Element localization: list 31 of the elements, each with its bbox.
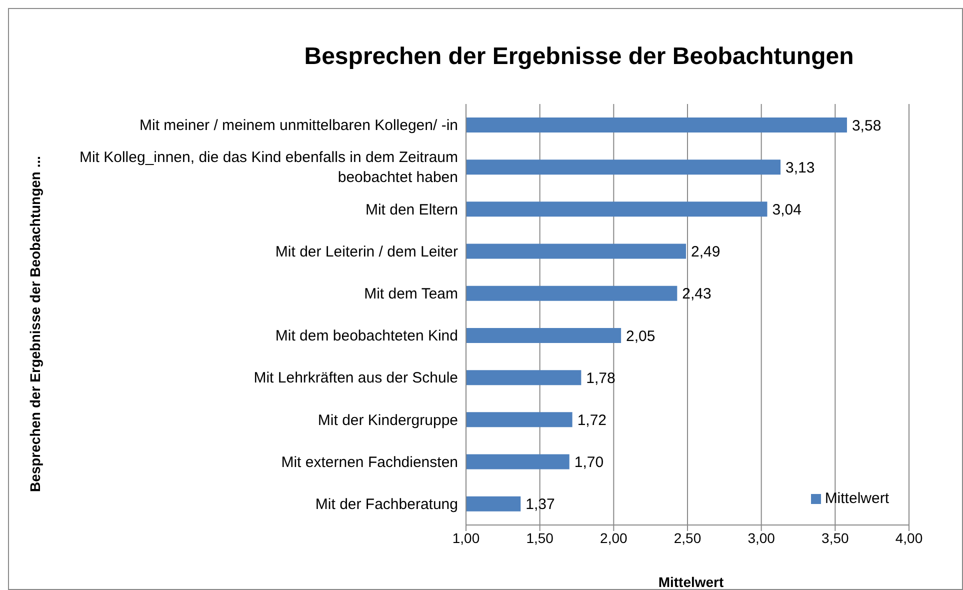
y-tick-label: Mit der Fachberatung <box>315 495 458 512</box>
y-tick-label: Mit der Leiterin / dem Leiter <box>275 242 458 260</box>
y-tick-label: Mit meiner / meinem unmittelbaren Kollegen/ -in <box>140 116 458 134</box>
data-label: 2,49 <box>691 244 720 261</box>
x-tick-label: 2,50 <box>674 530 702 546</box>
y-tick-label: Mit dem beobachteten Kind <box>275 327 458 344</box>
y-tick-label: Mit dem Team <box>364 284 458 302</box>
data-label: 3,58 <box>852 117 882 134</box>
y-tick-label: Mit externen Fachdiensten <box>281 453 458 470</box>
y-tick-label: Mit Kolleg_innen, die das Kind ebenfalls in dem Zeitraum beobachtet haben <box>79 148 458 186</box>
y-axis-title: Besprechen der Ergebnisse der Beobachtungen ... <box>27 156 43 492</box>
data-label: 2,05 <box>626 328 656 345</box>
data-label: 3,04 <box>772 201 802 218</box>
data-label: 1,78 <box>586 370 616 387</box>
data-label: 2,43 <box>682 286 712 303</box>
x-tick-label: 3,00 <box>748 530 776 546</box>
y-tick-label: Mit den Eltern <box>365 200 458 218</box>
data-label: 1,70 <box>574 454 604 472</box>
data-label: 3,13 <box>786 159 815 176</box>
y-tick-label: Mit der Kindergruppe <box>318 411 458 428</box>
data-label: 1,72 <box>577 412 607 429</box>
legend-label: Mittelwert <box>824 490 889 507</box>
x-tick-label: 1,50 <box>526 530 554 546</box>
data-label: 1,37 <box>526 496 555 514</box>
x-axis-title: Mittelwert <box>657 574 725 590</box>
x-tick-label: 3,50 <box>822 530 850 546</box>
y-tick-label: Mit Lehrkräften aus der Schule <box>254 369 458 386</box>
x-tick-label: 4,00 <box>895 530 923 546</box>
x-tick-label: 2,00 <box>600 530 628 546</box>
x-tick-label: 1,00 <box>452 530 480 546</box>
chart-title: Besprechen der Ergebnisse der Beobachtungen <box>303 43 855 71</box>
